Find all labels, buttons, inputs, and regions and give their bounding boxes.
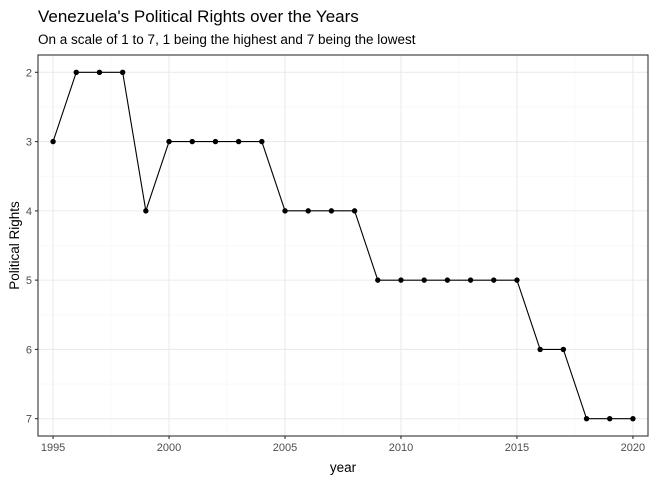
y-tick-label: 5 [26, 275, 32, 287]
axis-ticks [35, 71, 634, 439]
x-tick-label: 2000 [157, 442, 181, 454]
data-point [444, 277, 451, 283]
axis-tick-labels: 1995 2000 2005 2010 2015 2020 2 3 4 5 6 7 [26, 67, 645, 454]
y-tick-label: 7 [26, 414, 32, 426]
data-point [467, 277, 474, 283]
data-point [398, 277, 404, 283]
data-point [212, 138, 219, 145]
y-tick-label: 3 [26, 137, 32, 149]
x-tick-label: 2005 [273, 442, 297, 454]
data-point [282, 208, 288, 214]
data-point [259, 138, 265, 145]
data-point [375, 277, 381, 283]
x-tick-label: 1995 [41, 442, 65, 454]
data-point [537, 346, 543, 353]
data-point [607, 415, 613, 422]
data-point [560, 346, 567, 353]
data-point [351, 208, 358, 214]
x-axis-title: year [330, 460, 357, 475]
data-point [305, 208, 311, 214]
data-point [73, 69, 79, 76]
data-point [166, 138, 172, 145]
data-point [421, 277, 427, 283]
data-point [630, 415, 636, 422]
data-point [328, 208, 335, 214]
y-tick-label: 6 [26, 344, 32, 356]
data-point [143, 208, 149, 214]
x-tick-label: 2015 [505, 442, 529, 454]
data-point [119, 69, 126, 76]
y-axis-title: Political Rights [7, 201, 22, 290]
y-tick-label: 2 [26, 67, 32, 79]
data-point [50, 138, 56, 145]
chart-title: Venezuela's Political Rights over the Ye… [38, 7, 359, 26]
data-point [189, 138, 195, 145]
series-line [52, 71, 633, 420]
x-tick-label: 2020 [621, 442, 645, 454]
data-point [96, 69, 103, 76]
y-tick-label: 4 [26, 206, 32, 218]
data-point [514, 277, 520, 283]
x-tick-label: 2010 [389, 442, 413, 454]
chart-subtitle: On a scale of 1 to 7, 1 being the highes… [38, 32, 416, 47]
series-political-rights [50, 69, 636, 422]
panel-border [37, 54, 649, 437]
data-point [235, 138, 242, 145]
data-point [583, 415, 590, 422]
data-point [491, 277, 497, 283]
